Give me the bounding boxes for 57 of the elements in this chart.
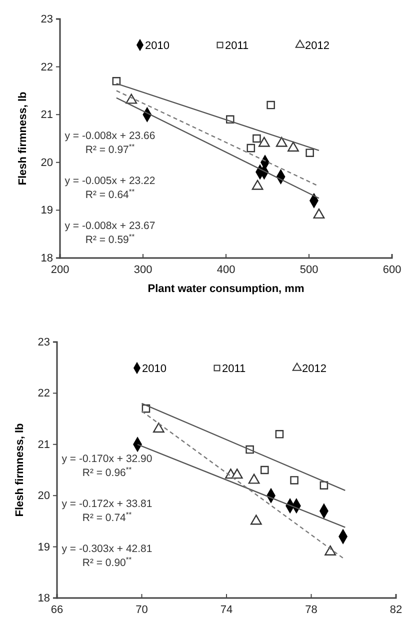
annotation: y = -0.172x + 33.81 R² = 0.74$^{**}$ (62, 498, 152, 524)
y-axis-title: Flesh firmness, lb (14, 422, 26, 517)
annotation: y = -0.005x + 23.22 R² = 0.64$^{**}$ (64, 175, 156, 201)
x-tick-label: 200 (50, 264, 70, 276)
point (313, 208, 325, 219)
point (246, 144, 256, 152)
point (320, 481, 328, 490)
point (252, 134, 261, 143)
x-tick-label: 500 (300, 264, 318, 276)
y-tick-label: 20 (38, 490, 50, 502)
point (266, 100, 275, 110)
y-tick-label: 23 (40, 14, 53, 26)
y-tick-label: 21 (40, 109, 53, 122)
annotation: y = -0.303x + 42.81 R² = 0.90$^{**}$ (62, 543, 152, 569)
x-tick-label: 74 (220, 604, 233, 616)
point (324, 545, 336, 556)
y-tick-label: 23 (38, 336, 50, 349)
y-tick-label: 18 (38, 592, 50, 605)
legend-label: 2011 (222, 363, 246, 375)
point (153, 422, 164, 433)
x-tick-label: 600 (382, 264, 402, 276)
legend-label: 2010 (145, 40, 170, 52)
legend-label: 2010 (142, 363, 166, 375)
y-tick-label: 20 (40, 156, 53, 169)
point (248, 474, 260, 484)
point (276, 136, 288, 147)
x-tick-label: 66 (50, 604, 64, 616)
legend-label: 2012 (302, 363, 326, 375)
legend-label: 2012 (305, 40, 330, 52)
point (258, 136, 270, 147)
y-tick-label: 21 (38, 438, 50, 451)
x-tick-label: 400 (216, 264, 236, 276)
legend-label: 2011 (225, 40, 249, 52)
x-tick-label: 78 (305, 604, 318, 616)
x-tick-label: 300 (134, 264, 152, 276)
point (231, 468, 243, 479)
x-tick-label: 70 (136, 604, 148, 616)
annotation: y = -0.008x + 23.67 R² = 0.59$^{**}$ (64, 220, 156, 246)
y-tick-label: 19 (40, 204, 53, 217)
point (260, 466, 269, 474)
point (252, 180, 264, 190)
point (126, 94, 138, 104)
point (290, 476, 298, 484)
y-tick-label: 19 (38, 541, 50, 554)
point (288, 142, 299, 152)
x-tick-label: 82 (390, 604, 402, 616)
x-axis-title: Plant water consumption, mm (148, 283, 304, 295)
point (306, 148, 314, 157)
annotation: y = -0.008x + 23.66 R² = 0.97$^{**}$ (64, 130, 156, 156)
annotation: y = -0.170x + 32.90 R² = 0.96$^{**}$ (62, 453, 152, 479)
y-axis-title: Flesh firmness, lb (17, 91, 29, 186)
y-tick-label: 18 (40, 252, 53, 265)
point (250, 514, 262, 525)
y-tick-label: 22 (38, 388, 50, 400)
y-tick-label: 22 (40, 61, 53, 74)
point (275, 430, 284, 438)
point (112, 77, 121, 86)
